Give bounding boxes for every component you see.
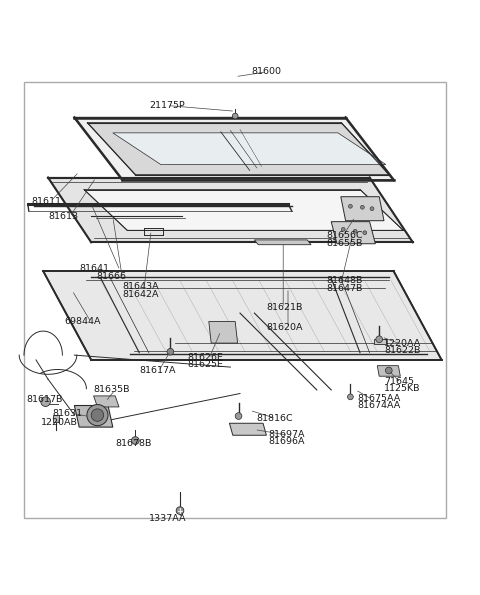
Polygon shape xyxy=(331,222,375,244)
Text: 81613: 81613 xyxy=(48,212,78,221)
Polygon shape xyxy=(229,423,266,436)
Circle shape xyxy=(341,227,345,231)
Text: 1337AA: 1337AA xyxy=(149,514,186,523)
Text: 81666: 81666 xyxy=(96,273,126,281)
Polygon shape xyxy=(377,366,400,376)
Text: 81611: 81611 xyxy=(31,197,61,206)
Text: 81626E: 81626E xyxy=(187,353,223,362)
Text: 81620A: 81620A xyxy=(266,322,303,332)
Circle shape xyxy=(370,207,374,211)
Circle shape xyxy=(235,413,242,419)
Polygon shape xyxy=(341,197,384,221)
Text: 81678B: 81678B xyxy=(115,439,152,448)
Text: 81696A: 81696A xyxy=(269,437,305,446)
Text: 81816C: 81816C xyxy=(257,414,293,423)
Text: 81625E: 81625E xyxy=(187,360,223,369)
Circle shape xyxy=(176,507,184,515)
Circle shape xyxy=(348,394,353,400)
Circle shape xyxy=(167,349,174,355)
Circle shape xyxy=(376,336,383,343)
Circle shape xyxy=(91,409,104,421)
Text: 1220AB: 1220AB xyxy=(41,418,78,427)
Bar xyxy=(24,82,446,518)
Bar xyxy=(53,415,59,422)
Text: 81642A: 81642A xyxy=(122,290,159,299)
Polygon shape xyxy=(74,406,113,427)
Text: 69844A: 69844A xyxy=(65,317,101,326)
Circle shape xyxy=(360,205,364,209)
Text: 81635B: 81635B xyxy=(94,385,130,394)
Polygon shape xyxy=(254,240,311,245)
Polygon shape xyxy=(48,177,413,242)
Text: 81655B: 81655B xyxy=(326,239,363,248)
Circle shape xyxy=(353,229,357,233)
Polygon shape xyxy=(209,321,238,343)
Text: 81617B: 81617B xyxy=(26,394,63,404)
Circle shape xyxy=(363,231,367,234)
Text: 81622B: 81622B xyxy=(384,346,420,355)
Circle shape xyxy=(385,367,392,374)
Text: 81647B: 81647B xyxy=(326,284,363,293)
Text: 81648B: 81648B xyxy=(326,276,363,285)
Polygon shape xyxy=(84,189,403,230)
Text: 81675AA: 81675AA xyxy=(358,394,401,403)
Text: 81656C: 81656C xyxy=(326,231,363,240)
Text: 81600: 81600 xyxy=(252,67,281,76)
Text: 81617A: 81617A xyxy=(139,366,176,375)
Text: 1125KB: 1125KB xyxy=(384,384,420,393)
Circle shape xyxy=(232,113,238,119)
Bar xyxy=(374,339,386,344)
Circle shape xyxy=(132,437,139,444)
Text: 81631: 81631 xyxy=(53,409,83,418)
Text: 81674AA: 81674AA xyxy=(358,401,401,410)
Text: 1220AA: 1220AA xyxy=(384,339,421,347)
Text: 81643A: 81643A xyxy=(122,283,159,292)
Polygon shape xyxy=(87,123,389,175)
Circle shape xyxy=(41,397,50,406)
Polygon shape xyxy=(113,133,386,165)
Circle shape xyxy=(87,405,108,425)
Text: 71645: 71645 xyxy=(384,377,414,386)
Polygon shape xyxy=(43,271,442,360)
Circle shape xyxy=(348,204,352,208)
Text: 21175P: 21175P xyxy=(149,101,184,110)
Text: 81621B: 81621B xyxy=(266,303,303,312)
Polygon shape xyxy=(74,117,394,180)
Text: 81697A: 81697A xyxy=(269,430,305,439)
Text: 81641: 81641 xyxy=(79,264,109,273)
Polygon shape xyxy=(94,396,119,407)
